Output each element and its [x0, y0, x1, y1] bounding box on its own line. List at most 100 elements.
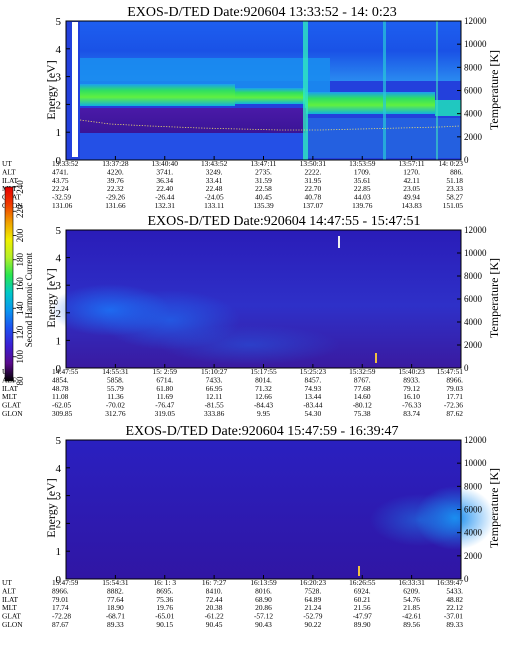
orbit-value: -84.43: [254, 401, 273, 410]
panel-1-low-band: [80, 108, 306, 133]
orbit-value: 54.30: [305, 409, 322, 418]
orbit-value: 42.11: [403, 176, 420, 185]
energy-tick-label: 0: [56, 155, 62, 167]
orbit-value: 7433.: [206, 375, 223, 384]
orbit-value: 8014.: [255, 375, 272, 384]
orbit-value: 16:26:55: [349, 578, 376, 587]
orbit-value: 4220.: [107, 167, 124, 176]
panel-3-temperature-axis: 0 2000 4000 6000 8000 10000 12000: [457, 435, 487, 584]
orbit-value: 8966.: [52, 586, 69, 595]
temperature-tick-label: 0: [464, 363, 469, 373]
temperature-tick-label: 10000: [464, 458, 487, 468]
orbit-value: 54.76: [403, 595, 420, 604]
orbit-value: 11.08: [52, 392, 69, 401]
orbit-value: 6714.: [156, 375, 173, 384]
panel-2-spike-1: [338, 236, 340, 248]
orbit-value: 22.70: [305, 184, 322, 193]
orbit-row-label: UT: [2, 578, 12, 587]
orbit-value: 13:43:52: [201, 159, 228, 168]
energy-tick-label: 2: [56, 99, 62, 111]
panel-3-energy-axis: 0 1 2 3 4 5: [56, 435, 70, 586]
orbit-value: 89.33: [446, 620, 463, 629]
orbit-value: 15:32:59: [349, 367, 376, 376]
orbit-value: 14: 0:23: [439, 159, 464, 168]
orbit-value: 333.86: [204, 409, 225, 418]
orbit-value: 13:53:59: [349, 159, 376, 168]
temperature-tick-label: 6000: [464, 505, 483, 515]
orbit-value: 89.90: [354, 620, 371, 629]
panel-3-y2label: Temperature [K]: [487, 468, 501, 548]
orbit-value: 43.75: [52, 176, 69, 185]
panel-1-green-tail: [435, 100, 461, 116]
orbit-value: 17.74: [52, 603, 69, 612]
orbit-value: 13:33:52: [52, 159, 79, 168]
temperature-tick-label: 2000: [464, 132, 483, 142]
orbit-value: 151.05: [443, 201, 464, 210]
orbit-value: 87.62: [446, 409, 463, 418]
orbit-value: 12.11: [206, 392, 223, 401]
orbit-value: 22.40: [156, 184, 173, 193]
orbit-value: 13:37:28: [102, 159, 129, 168]
orbit-value: 90.22: [305, 620, 322, 629]
orbit-value: 89.56: [403, 620, 420, 629]
colorbar-label: Second Harmonic Current: [24, 252, 34, 347]
energy-tick-label: 5: [56, 225, 62, 237]
orbit-value: 75.36: [156, 595, 173, 604]
colorbar-tick-label: 180: [15, 253, 25, 267]
orbit-value: -65.01: [155, 612, 174, 621]
orbit-value: -81.55: [205, 401, 224, 410]
orbit-value: 131.66: [105, 201, 126, 210]
energy-tick-label: 3: [56, 72, 62, 84]
orbit-value: 2222.: [305, 167, 322, 176]
panel-1-energy-axis: 0 1 2 3 4 5: [56, 16, 70, 167]
orbit-value: 21.24: [305, 603, 322, 612]
colorbar-tick-label: 140: [15, 301, 25, 315]
panel-1-vertical-feature-3: [436, 21, 438, 160]
panel-1-temperature-axis: 0 2000 4000 6000 8000 10000 12000: [457, 16, 487, 165]
orbit-value: 8457.: [305, 375, 322, 384]
orbit-value: -26.44: [155, 193, 174, 202]
orbit-value: 15:10:27: [201, 367, 228, 376]
colorbar-tick-label: 160: [15, 277, 25, 291]
temperature-tick-label: 0: [464, 574, 469, 584]
colorbar-tick-label: 80: [15, 376, 25, 386]
orbit-value: 15:25:23: [300, 367, 327, 376]
temperature-tick-label: 6000: [464, 294, 483, 304]
orbit-value: 20.38: [206, 603, 223, 612]
energy-tick-label: 3: [56, 491, 62, 503]
orbit-value: 58.27: [446, 193, 463, 202]
panel-3-ylabel: Energy [eV]: [44, 478, 58, 537]
orbit-value: 7528.: [305, 586, 322, 595]
orbit-value: 16:20:23: [300, 578, 327, 587]
orbit-value: 16:13:59: [250, 578, 277, 587]
orbit-row-label: GLAT: [2, 612, 21, 621]
panel-2-plot: [50, 229, 462, 369]
panel-3-blob-2: [370, 494, 470, 546]
colorbar-tick-label: 100: [15, 350, 25, 364]
orbit-row-label: ALT: [2, 586, 16, 595]
temperature-tick-label: 8000: [464, 62, 483, 72]
orbit-row-label: MLT: [2, 603, 17, 612]
orbit-value: 12.66: [255, 392, 272, 401]
orbit-value: -72.36: [444, 401, 463, 410]
orbit-value: 886.: [450, 167, 463, 176]
orbit-row-label: GLON: [2, 620, 23, 629]
orbit-value: 6209.: [403, 586, 420, 595]
orbit-value: 3249.: [206, 167, 223, 176]
orbit-value: 8882.: [107, 586, 124, 595]
panel-1-green-band-right: [305, 92, 435, 114]
panel-1: EXOS-D/TED Date:920604 13:33:52 - 14: 0:…: [2, 5, 501, 210]
temperature-tick-label: 0: [464, 155, 469, 165]
panel-1-orbit-table: UTALTILATMLTGLATGLON13:33:524741.43.7522…: [2, 156, 463, 210]
colorbar: 80 100 120 140 160 180 200 220 240 Second Harmon…: [4, 180, 34, 386]
temperature-tick-label: 10000: [464, 248, 487, 258]
orbit-value: 21.85: [403, 603, 420, 612]
energy-tick-label: 1: [56, 335, 62, 347]
panel-2-y2label: Temperature [K]: [487, 258, 501, 338]
panel-2-blob-3: [160, 325, 340, 365]
orbit-value: 48.78: [52, 384, 69, 393]
orbit-value: 15:17:55: [250, 367, 277, 376]
orbit-value: 79.03: [446, 384, 463, 393]
